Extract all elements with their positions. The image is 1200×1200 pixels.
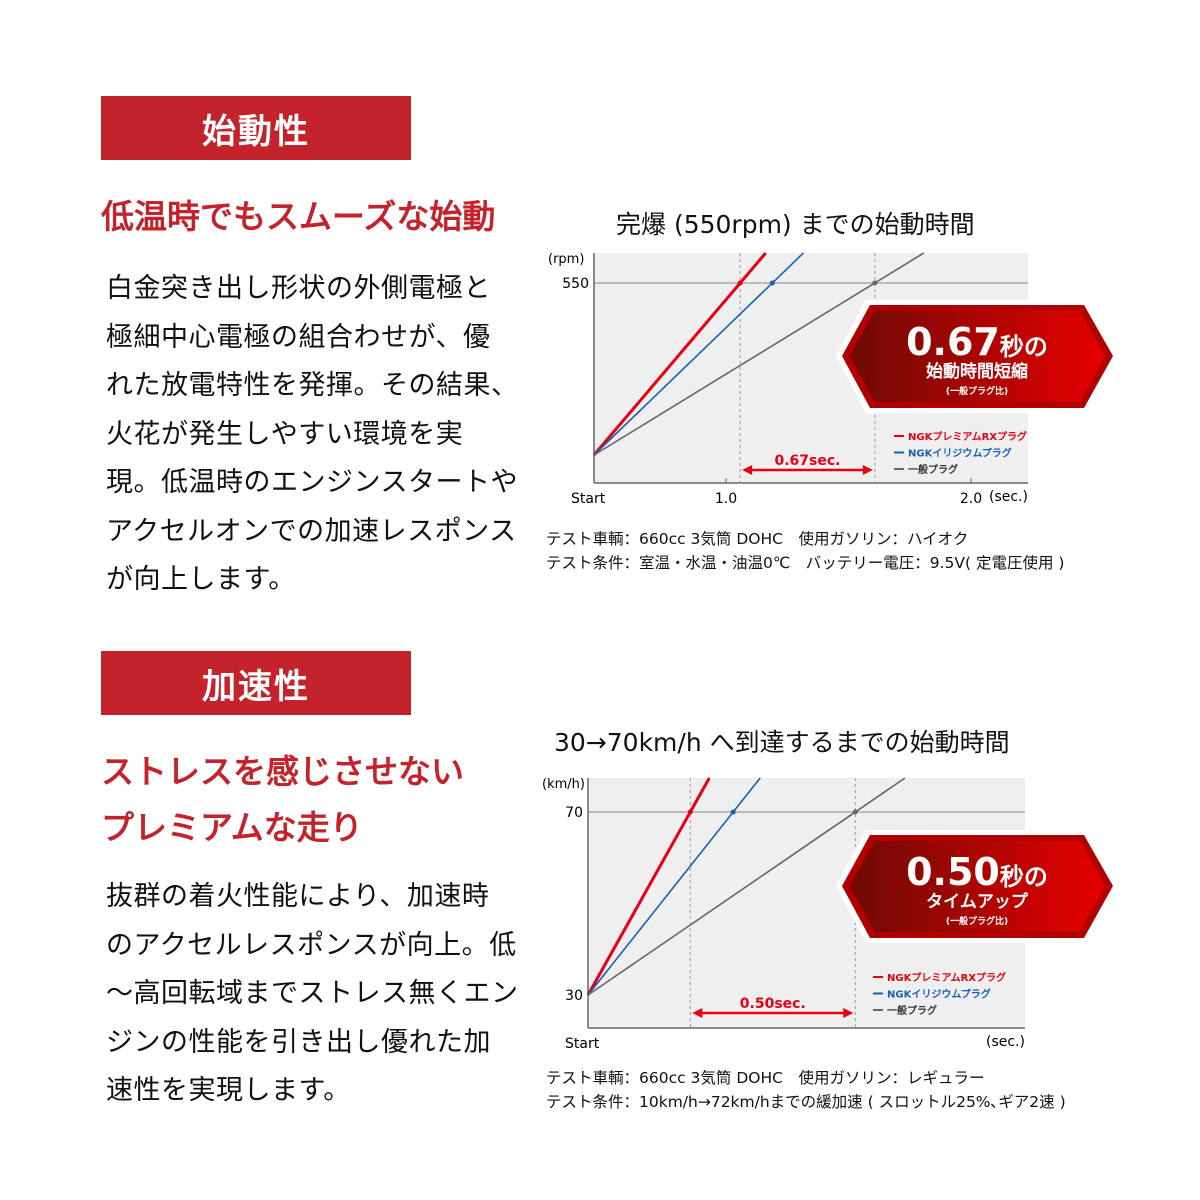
- y-tick-label: 70: [565, 805, 583, 821]
- series-point: [730, 809, 736, 815]
- body-line: 火花が発生しやすい環境を実: [106, 418, 464, 450]
- body-line: が向上します。: [106, 564, 296, 595]
- arrow-head: [843, 1008, 854, 1018]
- section-label-acceleration: 加速性: [101, 651, 411, 715]
- series-point: [852, 809, 858, 815]
- badge-subtitle: 始動時間短縮: [926, 361, 1028, 382]
- headline-line: 低温時でもスムーズな始動: [101, 197, 496, 236]
- section-headline: ストレスを感じさせない プレミアムな走り: [101, 744, 464, 856]
- body-line: ジンの性能を引き出し優れた加: [106, 1026, 491, 1058]
- legend-label: 一般プラグ: [887, 1004, 937, 1017]
- headline-line: プレミアムな走り: [101, 808, 363, 847]
- series-line: [587, 777, 761, 996]
- headline-line: ストレスを感じさせない: [101, 752, 464, 791]
- section-headline: 低温時でもスムーズな始動: [101, 189, 495, 245]
- legend-label: NGKイリジウムプラグ: [887, 988, 991, 1001]
- body-line: 抜群の着火性能により、加速時: [106, 881, 490, 912]
- legend-label: NGKプレミアムRXプラグ: [908, 430, 1027, 443]
- series-line: [587, 777, 906, 996]
- x-tick-label: 1.0: [715, 491, 737, 507]
- legend-label: NGKプレミアムRXプラグ: [887, 971, 1006, 984]
- chart-title: 30→70km/h へ到達するまでの始動時間: [554, 728, 1010, 757]
- chart-title: 完爆 (550rpm) までの始動時間: [616, 210, 975, 239]
- test-notes: テスト車輌：660cc 3気筒 DOHC 使用ガソリン：レギュラーテスト条件：1…: [546, 1066, 1066, 1114]
- x-axis-unit: (sec.): [989, 489, 1028, 505]
- legend-label: 一般プラグ: [908, 463, 958, 476]
- body-line: ～高回転域までストレス無くエン: [106, 978, 519, 1009]
- badge-value: 0.67秒の: [906, 320, 1048, 364]
- body-line: アクセルオンでの加速レスポンス: [106, 515, 517, 547]
- series-point: [687, 809, 693, 815]
- y-axis-unit: (rpm): [548, 252, 584, 267]
- test-notes: テスト車輌：660cc 3気筒 DOHC 使用ガソリン：ハイオクテスト条件：室温…: [546, 527, 1064, 575]
- x-start-label: Start: [571, 491, 606, 507]
- arrow-head: [862, 465, 873, 475]
- badge: [850, 311, 1105, 402]
- body-line: 極細中心電極の組合わせが、優: [106, 321, 491, 353]
- badge-subtitle: タイムアップ: [926, 891, 1029, 912]
- badge-note: (一般プラグ比): [946, 915, 1008, 927]
- gap-label: 0.50sec.: [740, 996, 806, 1012]
- y-axis-unit: (km/h): [542, 777, 585, 792]
- arrow-head: [692, 1008, 703, 1018]
- gap-label: 0.67sec.: [775, 453, 841, 469]
- series-point: [769, 280, 775, 286]
- note-line: テスト車輌：660cc 3気筒 DOHC 使用ガソリン：レギュラー: [546, 1069, 985, 1087]
- section-label-starting: 始動性: [101, 96, 411, 160]
- badge-value: 0.50秒の: [906, 850, 1048, 894]
- note-line: テスト条件：室温・水温・油温0℃ バッテリー電圧：9.5V( 定電圧使用 ): [546, 554, 1065, 572]
- badge: [850, 841, 1105, 932]
- y-tick-label: 30: [565, 988, 583, 1004]
- series-line: [593, 252, 804, 456]
- body-line: 白金突き出し形状の外側電極と: [106, 273, 491, 304]
- x-tick-label: 2.0: [960, 491, 982, 507]
- series-point: [872, 280, 878, 286]
- legend-label: NGKイリジウムプラグ: [908, 447, 1012, 460]
- x-axis-unit: (sec.): [986, 1034, 1025, 1050]
- note-line: テスト車輌：660cc 3気筒 DOHC 使用ガソリン：ハイオク: [546, 530, 969, 548]
- badge-note: (一般プラグ比): [946, 385, 1008, 397]
- y-tick-label: 550: [562, 276, 589, 292]
- body-line: 現。低温時のエンジンスタートや: [106, 467, 518, 498]
- body-line: のアクセルレスポンスが向上。低: [106, 929, 517, 961]
- section-body: 白金突き出し形状の外側電極と 極細中心電極の組合わせが、優 れた放電特性を発揮。その…: [106, 265, 519, 605]
- body-line: れた放電特性を発揮。その結果、: [106, 370, 519, 401]
- series-point: [737, 280, 743, 286]
- x-start-label: Start: [565, 1036, 600, 1052]
- arrow-head: [742, 465, 753, 475]
- series-line: [592, 252, 767, 456]
- section-body: 抜群の着火性能により、加速時 のアクセルレスポンスが向上。低 ～高回転域までストレス…: [106, 873, 519, 1116]
- note-line: テスト条件：10km/h→72km/hまでの緩加速 ( スロットル25%､ギア2…: [546, 1093, 1066, 1111]
- series-line: [593, 252, 925, 456]
- body-line: 速性を実現します。: [106, 1075, 351, 1106]
